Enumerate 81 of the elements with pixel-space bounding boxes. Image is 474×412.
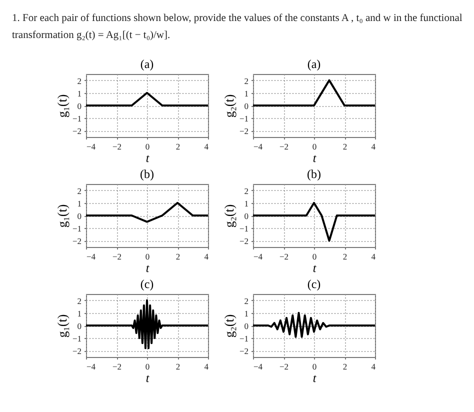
y-tick-label: −2 — [239, 126, 248, 136]
x-tick-label: −2 — [112, 142, 122, 152]
x-tick-label: 0 — [145, 362, 150, 372]
x-axis-title: t — [312, 371, 317, 385]
y-tick-label: −1 — [239, 334, 248, 344]
y-tick-label: 2 — [77, 76, 82, 86]
chart-title: (c) — [140, 277, 154, 291]
x-tick-label: −2 — [112, 362, 122, 372]
x-tick-label: 4 — [204, 252, 210, 262]
x-tick-label: 2 — [176, 142, 180, 152]
x-tick-label: 0 — [312, 362, 317, 372]
x-tick-label: −4 — [86, 142, 96, 152]
y-tick-label: 2 — [244, 186, 248, 196]
x-tick-label: −2 — [279, 362, 289, 372]
x-tick-label: 2 — [176, 362, 180, 372]
chart-title: (a) — [307, 57, 321, 71]
y-tick-label: 2 — [244, 296, 248, 306]
y-tick-label: 2 — [77, 186, 82, 196]
y-tick-label: −1 — [72, 114, 82, 124]
chart-title: (b) — [140, 167, 154, 181]
line-series — [85, 299, 209, 350]
y-tick-label: −2 — [72, 236, 82, 246]
x-tick-label: −4 — [86, 252, 96, 262]
y-tick-label: 1 — [244, 198, 248, 208]
x-tick-label: 0 — [312, 142, 317, 152]
y-tick-label: −2 — [72, 346, 82, 356]
chart-title: (b) — [307, 167, 321, 181]
line-series — [252, 312, 376, 338]
y-tick-label: 1 — [77, 308, 82, 318]
x-tick-label: −2 — [279, 142, 289, 152]
x-tick-label: 4 — [371, 252, 376, 262]
x-tick-label: 4 — [204, 362, 210, 372]
y-axis-title: g₂(t) — [221, 314, 236, 338]
y-tick-label: −2 — [72, 126, 82, 136]
y-tick-label: 0 — [244, 101, 248, 111]
x-tick-label: 2 — [342, 252, 348, 262]
y-tick-label: 0 — [77, 321, 82, 331]
x-tick-label: −2 — [112, 252, 122, 262]
y-tick-label: 1 — [77, 88, 82, 98]
y-axis-title: g₁(t) — [54, 314, 70, 338]
x-tick-label: −4 — [254, 362, 264, 372]
x-tick-label: 4 — [204, 142, 210, 152]
y-tick-label: −2 — [239, 346, 248, 356]
y-tick-label: 1 — [244, 308, 248, 318]
y-tick-label: −1 — [239, 114, 248, 124]
x-tick-label: 4 — [371, 362, 376, 372]
chart-title: (a) — [140, 57, 154, 71]
x-tick-label: 2 — [176, 252, 180, 262]
y-tick-label: 0 — [244, 321, 248, 331]
x-axis-title: t — [146, 261, 150, 275]
x-tick-label: −4 — [254, 252, 264, 262]
y-tick-label: −1 — [239, 224, 248, 234]
x-tick-label: 0 — [145, 252, 150, 262]
x-axis-title: t — [312, 261, 317, 275]
x-tick-label: 0 — [312, 252, 317, 262]
y-axis-title: g₂(t) — [221, 204, 236, 228]
y-tick-label: −1 — [72, 224, 82, 234]
text: 1. For each pair of functions shown below, provide the values of the constants A , t₀ and w in the functional transformation g₂(t) = Ag₁[(t − t₀)/w]. — [12, 12, 464, 43]
y-tick-label: 0 — [77, 101, 82, 111]
x-tick-label: 2 — [342, 142, 348, 152]
y-tick-label: 1 — [77, 198, 82, 208]
y-tick-label: −1 — [72, 334, 82, 344]
x-axis-title: t — [146, 151, 150, 165]
x-axis-title: t — [312, 151, 317, 165]
x-tick-label: 4 — [371, 142, 376, 152]
x-axis-title: t — [146, 371, 150, 385]
x-tick-label: −4 — [86, 362, 96, 372]
x-tick-label: −4 — [254, 142, 264, 152]
y-tick-label: 2 — [244, 76, 248, 86]
y-axis-title: g₁(t) — [54, 204, 70, 228]
y-tick-label: −2 — [239, 236, 248, 246]
x-tick-label: −2 — [279, 252, 289, 262]
y-tick-label: 0 — [77, 211, 82, 221]
x-tick-label: 0 — [145, 142, 150, 152]
y-tick-label: 2 — [77, 296, 82, 306]
chart-title: (c) — [307, 277, 321, 291]
x-tick-label: 2 — [342, 362, 348, 372]
y-tick-label: 1 — [244, 88, 248, 98]
y-axis-title: g₂(t) — [221, 94, 236, 118]
y-axis-title: g₁(t) — [54, 94, 70, 118]
y-tick-label: 0 — [244, 211, 248, 221]
